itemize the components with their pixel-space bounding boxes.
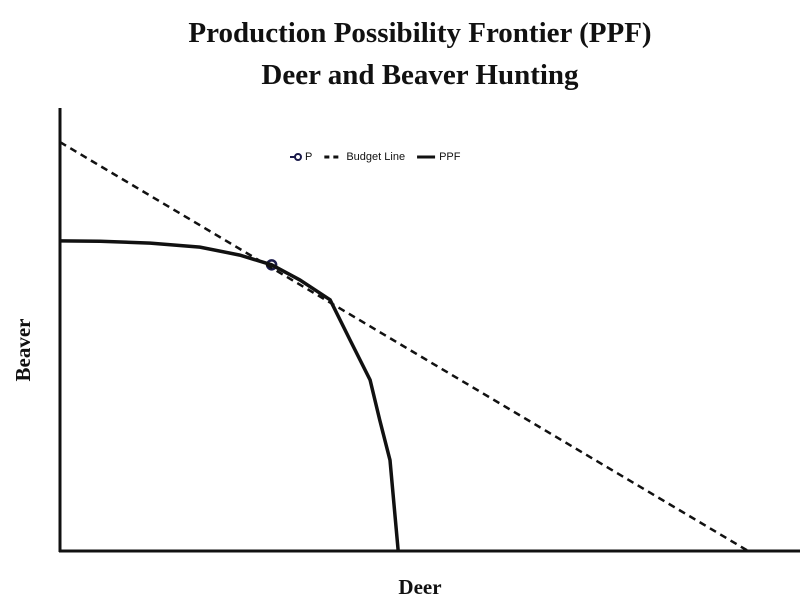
legend-label: P [305,151,312,163]
chart-subtitle: Deer and Beaver Hunting [261,59,579,91]
budget-line [59,141,749,553]
x-axis-label: Deer [398,575,441,599]
y-axis-label: Beaver [11,319,35,382]
legend-swatch [294,153,302,161]
legend-label: PPF [439,151,461,163]
legend-label: Budget Line [346,151,405,163]
ppf-curve [59,239,400,552]
chart-title: Production Possibility Frontier (PPF) [188,17,651,49]
